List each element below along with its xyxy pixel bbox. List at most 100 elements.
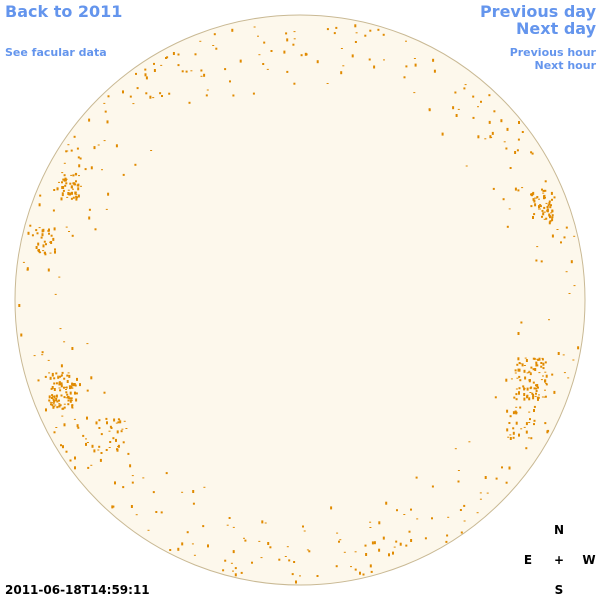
facula — [48, 372, 51, 374]
facula — [59, 375, 61, 378]
facula — [540, 379, 543, 381]
facula — [47, 268, 50, 272]
facula — [537, 396, 540, 399]
facula — [48, 232, 50, 235]
facula — [79, 157, 82, 160]
facula — [67, 192, 70, 195]
facula — [545, 382, 548, 384]
facula — [528, 411, 531, 413]
facula — [479, 498, 482, 500]
facula — [51, 386, 54, 389]
facula — [510, 378, 513, 380]
facula — [67, 399, 70, 402]
facula — [74, 466, 76, 470]
facula — [69, 182, 72, 185]
facula — [538, 198, 540, 200]
facula — [78, 164, 81, 168]
facula — [93, 146, 96, 150]
facula — [61, 186, 64, 189]
facula — [77, 426, 80, 429]
facula — [508, 422, 511, 424]
facula — [505, 147, 508, 150]
facula — [550, 212, 553, 214]
facula — [293, 82, 296, 85]
facula — [42, 250, 45, 252]
facula — [551, 214, 554, 217]
facula — [354, 551, 357, 553]
facula — [36, 232, 39, 235]
facula — [546, 208, 549, 212]
facula — [22, 261, 25, 263]
facula — [557, 352, 560, 355]
facula — [514, 369, 517, 372]
facula — [270, 50, 273, 52]
facula — [526, 387, 529, 391]
facula — [65, 386, 68, 389]
facula — [529, 373, 532, 376]
facula — [543, 218, 546, 220]
facula — [172, 52, 175, 55]
facula — [57, 375, 60, 377]
facula — [79, 383, 81, 387]
facula — [132, 103, 135, 105]
facula — [97, 449, 100, 451]
facula — [516, 377, 519, 379]
facula — [305, 53, 308, 56]
facula — [63, 406, 66, 409]
facula — [56, 406, 59, 409]
facula — [86, 442, 89, 443]
facula — [556, 229, 559, 230]
facula — [144, 73, 147, 77]
facula — [520, 428, 523, 430]
facula — [548, 319, 550, 321]
facula — [135, 72, 137, 75]
facula — [509, 167, 512, 169]
facula — [58, 383, 61, 386]
facula — [546, 430, 549, 434]
facula — [515, 393, 518, 396]
facula — [457, 108, 460, 110]
facula — [60, 364, 63, 368]
facula — [37, 249, 40, 252]
facula — [536, 246, 539, 248]
facula — [66, 196, 69, 198]
facula — [35, 229, 38, 232]
facula — [67, 189, 70, 191]
facula — [70, 397, 73, 400]
facula — [506, 127, 509, 131]
facula — [67, 144, 70, 146]
facula — [515, 421, 518, 425]
facula — [109, 425, 112, 428]
previous-hour-link[interactable]: Previous hour — [510, 46, 597, 59]
facula — [308, 550, 311, 553]
facula — [563, 372, 566, 374]
facula — [354, 24, 357, 28]
facula — [106, 120, 109, 124]
next-day-link[interactable]: Next day — [516, 19, 597, 38]
facula — [53, 189, 56, 191]
facular-link[interactable]: See facular data — [5, 46, 107, 59]
facula — [316, 60, 319, 64]
facula — [68, 385, 71, 388]
facula — [61, 415, 64, 417]
facula — [64, 184, 67, 187]
facula — [232, 526, 235, 528]
facula — [446, 534, 449, 537]
facula — [484, 476, 487, 479]
back-link[interactable]: Back to 2011 — [5, 2, 122, 21]
previous-day-link[interactable]: Previous day — [480, 2, 597, 21]
facula — [229, 80, 231, 83]
facula — [127, 452, 130, 455]
facula — [48, 399, 51, 402]
facula — [153, 62, 155, 65]
facula — [82, 434, 85, 437]
facula — [542, 192, 545, 194]
facula — [71, 234, 74, 237]
facula — [560, 241, 562, 244]
facula — [56, 188, 59, 190]
facula — [509, 434, 512, 436]
facula — [340, 48, 343, 49]
facula — [568, 293, 571, 294]
next-hour-link[interactable]: Next hour — [535, 59, 597, 72]
facula — [63, 341, 66, 343]
